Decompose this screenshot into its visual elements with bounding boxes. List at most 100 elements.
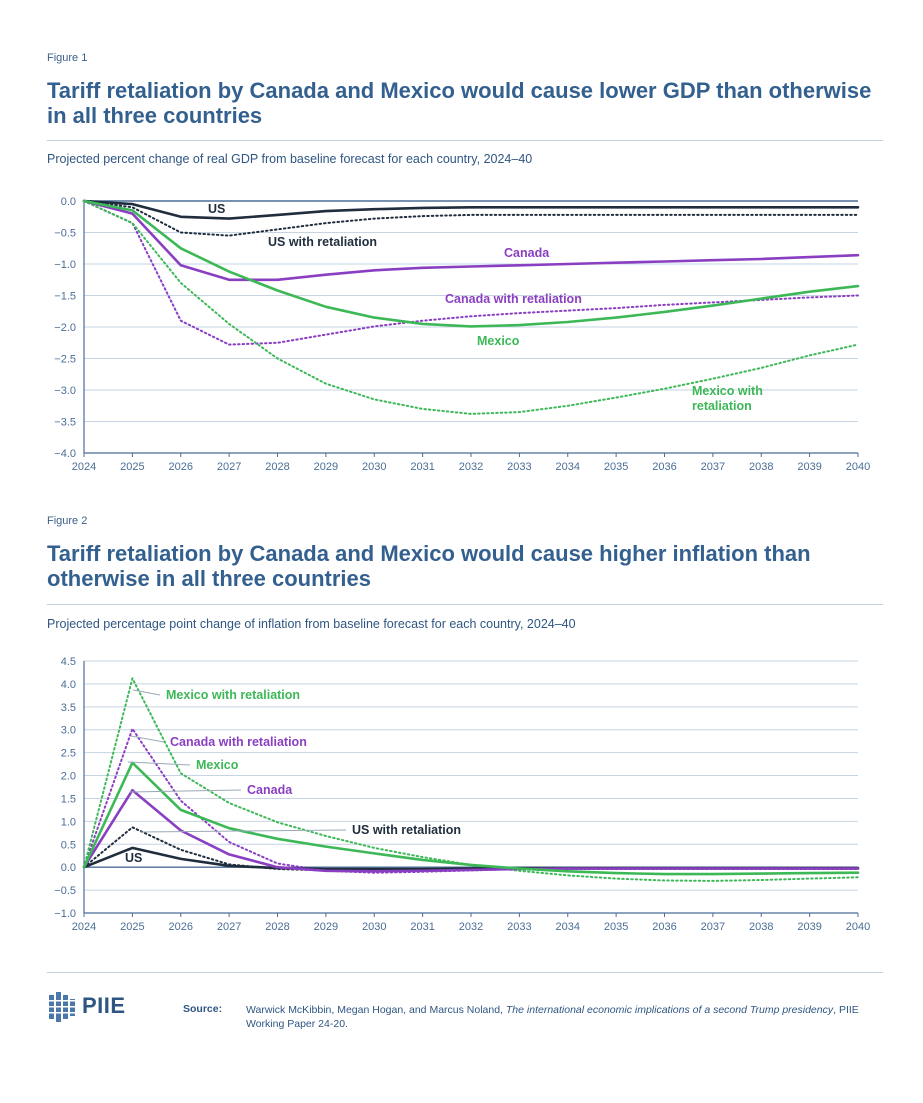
y-tick-label: 4.0 — [61, 679, 76, 691]
series-line-us — [82, 199, 860, 220]
x-tick-label: 2030 — [362, 461, 386, 473]
series-label-mexico: Mexico — [477, 334, 520, 348]
y-tick-label: 0.0 — [61, 196, 76, 208]
x-tick-label: 2026 — [169, 461, 193, 473]
leader-line-mexico-with-retaliation — [132, 689, 161, 696]
x-tick-label: 2024 — [72, 461, 96, 473]
leader-line-us-with-retaliation — [139, 829, 347, 833]
x-tick-label: 2025 — [120, 461, 144, 473]
y-tick-label: −4.0 — [54, 448, 76, 460]
x-tick-label: 2027 — [217, 921, 241, 933]
series-label-canada: Canada — [504, 246, 550, 260]
x-tick-label: 2029 — [314, 921, 338, 933]
series-line-canada-with-retaliation — [83, 200, 859, 346]
series-label-us: US — [208, 202, 225, 216]
series-label-us: US — [125, 851, 142, 865]
x-tick-label: 2029 — [314, 461, 338, 473]
series-label-us-with-retaliation: US with retaliation — [352, 823, 461, 837]
x-tick-label: 2024 — [72, 921, 96, 933]
y-tick-label: −0.5 — [54, 228, 76, 240]
y-axis-ticks: 0.0 −0.5 −1.0 −1.5 −2.0 −2.5 −3.0 −3.5 −4.0 — [54, 196, 76, 460]
series-line-canada-with-retaliation — [83, 727, 859, 874]
x-tick-label: 2039 — [797, 921, 821, 933]
y-tick-label: 1.5 — [61, 793, 76, 805]
leader-line-canada — [129, 789, 242, 793]
x-tick-label: 2036 — [652, 921, 676, 933]
x-tick-label: 2034 — [556, 461, 580, 473]
y-tick-label: 2.0 — [61, 771, 76, 783]
y-tick-label: 2.5 — [61, 748, 76, 760]
x-tick-label: 2032 — [459, 461, 483, 473]
x-tick-label: 2039 — [797, 461, 821, 473]
x-axis-ticks: 2024 2025 2026 2027 2028 2029 2030 2031 2032 2033… — [72, 913, 870, 933]
y-tick-label: −1.5 — [54, 291, 76, 303]
series-label-canada-with-retaliation: Canada with retaliation — [170, 735, 307, 749]
footer-divider — [47, 972, 883, 973]
series-line-us-with-retaliation — [83, 200, 859, 237]
x-tick-label: 2028 — [265, 461, 289, 473]
source-text: Warwick McKibbin, Megan Hogan, and Marcu… — [246, 1003, 876, 1031]
figure-2-title: Tariff retaliation by Canada and Mexico … — [47, 541, 811, 591]
source-label: Source: — [183, 1003, 223, 1015]
series-line-mexico-with-retaliation — [83, 677, 859, 882]
series-label-canada: Canada — [247, 783, 293, 797]
x-tick-label: 2030 — [362, 921, 386, 933]
y-tick-label: 1.0 — [61, 816, 76, 828]
y-axis-ticks: 4.5 4.0 3.5 3.0 2.5 2.0 1.5 1.0 0.5 0.0 −0.5 −1.0 — [54, 656, 76, 920]
series-line-mexico — [82, 199, 860, 328]
y-tick-label: −3.5 — [54, 417, 76, 429]
x-tick-label: 2027 — [217, 461, 241, 473]
figure-2-subtitle: Projected percentage point change of inf… — [47, 617, 576, 631]
x-tick-label: 2035 — [604, 921, 628, 933]
piie-logo-icon — [47, 992, 77, 1022]
x-tick-label: 2031 — [410, 461, 434, 473]
series-line-canada — [82, 788, 860, 873]
x-tick-label: 2025 — [120, 921, 144, 933]
figure-2-label: Figure 2 — [47, 515, 88, 527]
x-tick-label: 2037 — [701, 921, 725, 933]
figure-1-divider — [47, 140, 883, 141]
y-tick-label: −2.5 — [54, 354, 76, 366]
y-tick-label: 3.5 — [61, 702, 76, 714]
x-tick-label: 2035 — [604, 461, 628, 473]
y-tick-label: −2.0 — [54, 322, 76, 334]
piie-logo-text: PIIE — [82, 993, 126, 1018]
y-tick-label: −3.0 — [54, 385, 76, 397]
x-tick-label: 2038 — [749, 921, 773, 933]
series-label-mexico-with-retaliation: Mexico with retaliation — [692, 384, 763, 413]
x-tick-label: 2040 — [846, 921, 870, 933]
y-tick-label: −0.5 — [54, 885, 76, 897]
footer: PIIE Source: Warwick McKibbin, Megan Hog… — [0, 985, 923, 1045]
source-paper-title: The international economic implications … — [505, 1004, 834, 1016]
leader-line-mexico — [127, 761, 191, 766]
x-tick-label: 2031 — [410, 921, 434, 933]
series-label-canada-with-retaliation: Canada with retaliation — [445, 292, 582, 306]
series-line-mexico — [82, 761, 860, 876]
y-tick-label: 0.5 — [61, 839, 76, 851]
source-authors: Warwick McKibbin, Megan Hogan, and Marcu… — [246, 1004, 506, 1016]
x-tick-label: 2028 — [265, 921, 289, 933]
y-tick-label: −1.0 — [54, 259, 76, 271]
figure-2-divider — [47, 604, 883, 605]
x-tick-label: 2037 — [701, 461, 725, 473]
x-tick-label: 2033 — [507, 461, 531, 473]
figure-1-label: Figure 1 — [47, 52, 88, 64]
y-tick-label: 0.0 — [61, 862, 76, 874]
series-label-mexico: Mexico — [196, 758, 239, 772]
x-tick-label: 2034 — [556, 921, 580, 933]
x-tick-label: 2032 — [459, 921, 483, 933]
x-tick-label: 2040 — [846, 461, 870, 473]
y-tick-label: 4.5 — [61, 656, 76, 668]
y-tick-label: −1.0 — [54, 908, 76, 920]
y-tick-label: 3.0 — [61, 725, 76, 737]
series-line-canada — [82, 199, 860, 282]
x-axis-ticks: 2024 2025 2026 2027 2028 2029 2030 2031 2032 2033… — [72, 453, 870, 473]
leader-line-canada-with-retaliation — [130, 735, 165, 743]
series-label-us-with-retaliation: US with retaliation — [268, 235, 377, 249]
inflation-chart: 4.54.03.53.02.52.01.51.00.50.0−0.5−1.020… — [54, 656, 870, 933]
series-label-mexico-with-retaliation: Mexico with retaliation — [166, 688, 300, 702]
source-rest: , PIIE Working Paper 24-20. — [246, 1004, 859, 1030]
figure-1-title: Tariff retaliation by Canada and Mexico … — [47, 78, 872, 128]
x-tick-label: 2033 — [507, 921, 531, 933]
